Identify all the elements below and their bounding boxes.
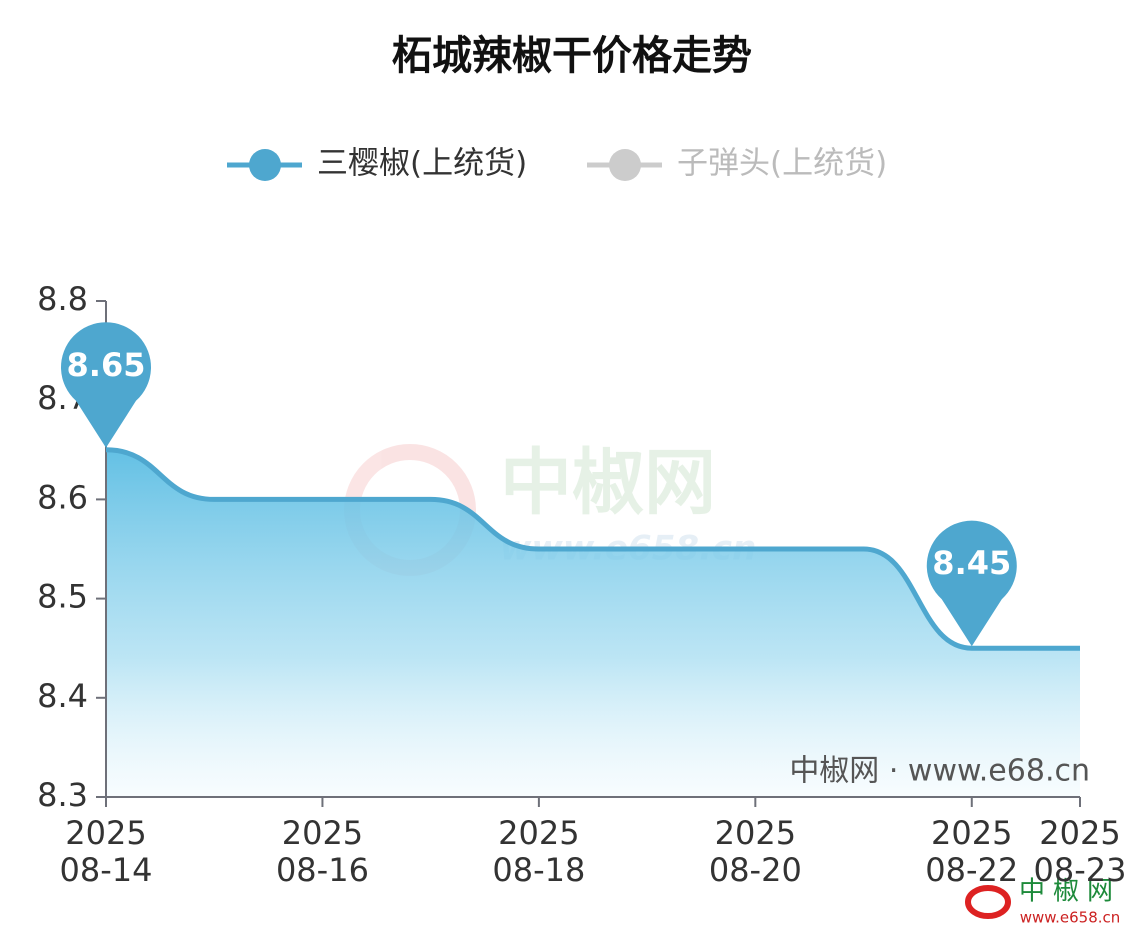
mark-label: 8.65 <box>67 346 146 384</box>
corner-logo-mark <box>965 885 1011 919</box>
legend-marker <box>609 149 641 181</box>
line <box>105 447 1080 651</box>
y-tick-label: 8.3 <box>37 776 88 814</box>
corner-url: www.e658.cn <box>1020 909 1121 927</box>
legend-label: 子弹头(上统货) <box>677 146 887 182</box>
x-tick-label: 2025 08-16 <box>276 814 369 889</box>
x-tick-label: 2025 08-14 <box>60 814 153 889</box>
corner-logo: 中椒网 www.e658.cn <box>965 877 1121 927</box>
legend-marker <box>249 149 281 181</box>
corner-brand: 中椒网 <box>1019 877 1121 907</box>
mark-point: 8.65 <box>61 322 151 448</box>
mark-label: 8.45 <box>932 544 1011 582</box>
mark-point: 8.45 <box>926 520 1017 647</box>
source-note: 中椒网 · www.e68.cn <box>789 754 1090 789</box>
mark-pin <box>61 322 151 448</box>
watermark-brand: 中椒网 <box>500 441 716 525</box>
y-tick-label: 8.4 <box>37 677 88 715</box>
x-tick-label: 2025 08-20 <box>709 814 802 889</box>
y-tick-label: 8.5 <box>37 578 88 616</box>
legend-label: 三樱椒(上统货) <box>317 146 527 182</box>
x-tick-label: 2025 08-18 <box>492 814 585 889</box>
y-tick-label: 8.8 <box>37 280 88 318</box>
x-tick-label: 2025 08-23 <box>1034 814 1127 889</box>
chart-title: 柘城辣椒干价格走势 <box>392 33 752 79</box>
y-tick-label: 8.6 <box>37 478 88 516</box>
area <box>106 449 1080 797</box>
mark-pin <box>926 520 1017 647</box>
x-tick-label: 2025 08-22 <box>925 814 1018 889</box>
